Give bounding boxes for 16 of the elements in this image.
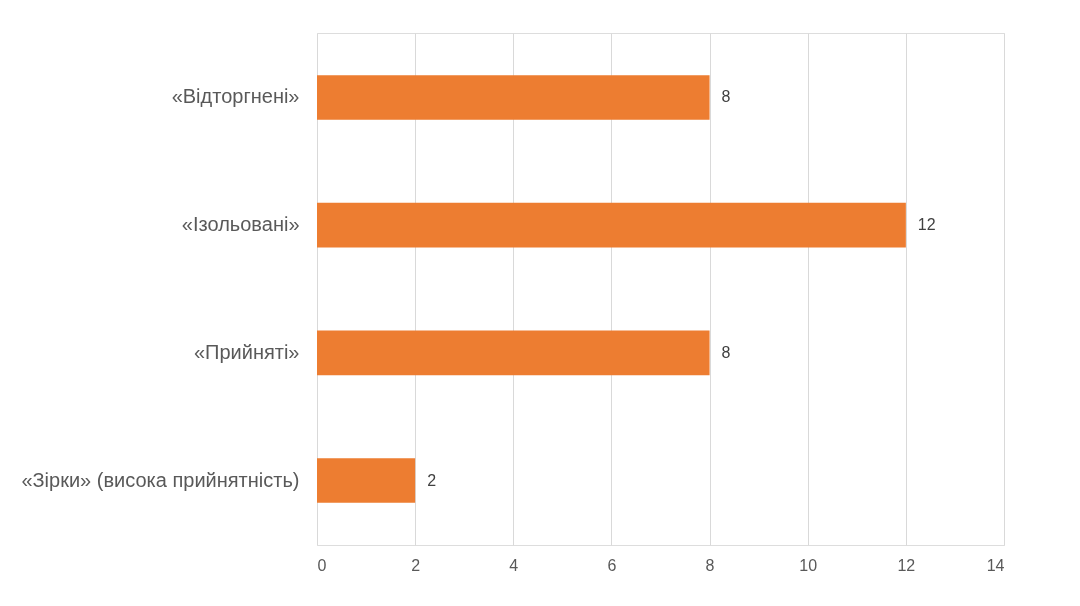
x-tick-label: 8 [705, 556, 715, 574]
data-label: 12 [917, 216, 936, 234]
x-tick-label: 2 [411, 556, 421, 574]
x-tick-label: 4 [509, 556, 519, 574]
y-tick-label: «Відторгнені» [171, 85, 300, 108]
data-label: 8 [721, 88, 731, 106]
data-label: 8 [721, 343, 731, 361]
y-tick-label: «Ізольовані» [181, 213, 300, 236]
x-tick-label: 14 [986, 556, 1005, 574]
x-tick-label: 10 [799, 556, 818, 574]
x-tick-label: 12 [897, 556, 916, 574]
x-tick-label: 0 [317, 556, 327, 574]
x-tick-label: 6 [607, 556, 617, 574]
y-tick-label: «Зірки» (висока прийнятність) [21, 468, 300, 491]
y-tick-label: «Прийняті» [193, 340, 300, 363]
data-label: 2 [427, 471, 437, 489]
